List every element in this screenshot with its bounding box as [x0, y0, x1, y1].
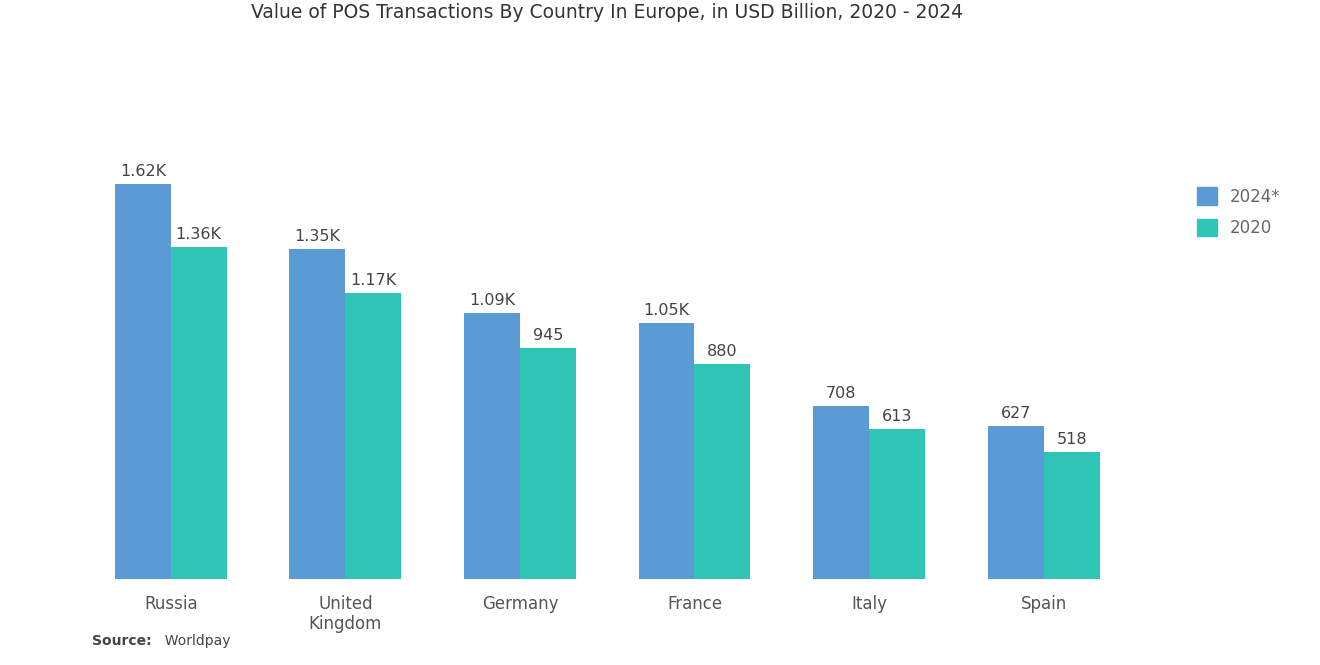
- Bar: [115, 184, 170, 579]
- Bar: [869, 429, 925, 579]
- Text: 1.05K: 1.05K: [643, 303, 689, 318]
- Title: Value of POS Transactions By Country In Europe, in USD Billion, 2020 - 2024: Value of POS Transactions By Country In …: [251, 3, 964, 22]
- Text: 613: 613: [882, 409, 912, 424]
- Bar: [813, 406, 869, 579]
- Bar: [639, 323, 694, 579]
- Bar: [987, 426, 1044, 579]
- Legend: 2024*, 2020: 2024*, 2020: [1197, 188, 1280, 237]
- Text: 518: 518: [1056, 432, 1086, 448]
- Bar: [1044, 452, 1100, 579]
- Text: Worldpay: Worldpay: [156, 634, 230, 648]
- Bar: [694, 364, 750, 579]
- Text: 945: 945: [533, 329, 564, 343]
- Bar: [520, 348, 576, 579]
- Text: 1.62K: 1.62K: [120, 164, 166, 179]
- Text: 627: 627: [1001, 406, 1031, 421]
- Text: 1.09K: 1.09K: [469, 293, 515, 308]
- Text: Source:: Source:: [92, 634, 152, 648]
- Bar: [170, 247, 227, 579]
- Text: 1.35K: 1.35K: [294, 229, 341, 245]
- Bar: [465, 313, 520, 579]
- Bar: [346, 293, 401, 579]
- Bar: [289, 249, 346, 579]
- Text: 708: 708: [826, 386, 857, 401]
- Text: 1.17K: 1.17K: [350, 273, 396, 289]
- Text: 880: 880: [708, 344, 738, 359]
- Text: 1.36K: 1.36K: [176, 227, 222, 242]
